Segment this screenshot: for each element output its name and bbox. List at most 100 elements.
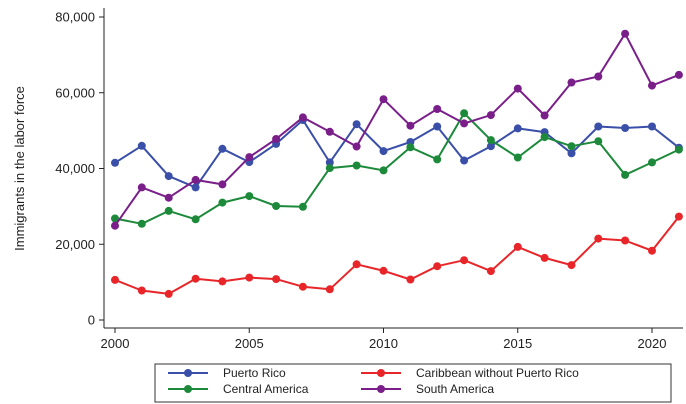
data-point [433, 262, 442, 271]
data-point [191, 183, 200, 192]
data-point [325, 285, 334, 294]
data-point [513, 153, 522, 162]
data-point [621, 170, 630, 179]
data-point [191, 274, 200, 283]
data-point [379, 266, 388, 275]
series-central-america [111, 109, 683, 228]
data-point [460, 109, 469, 118]
legend: Puerto Rico Caribbean without Puerto Rico… [154, 363, 672, 403]
data-point [218, 144, 227, 153]
data-point [245, 153, 254, 162]
legend-swatch-marker [184, 369, 192, 377]
data-point [272, 202, 281, 210]
axes: 0 20,000 40,000 60,000 80,000 2000 2005 2010 201… [12, 8, 683, 351]
data-point [594, 72, 603, 81]
data-point [245, 273, 254, 282]
data-point [513, 84, 522, 93]
legend-label: Caribbean without Puerto Rico [416, 366, 579, 380]
data-point [674, 212, 683, 221]
series-line [114, 32, 680, 227]
legend-item: Puerto Rico [168, 366, 286, 380]
data-point [460, 119, 469, 128]
data-point [164, 193, 173, 202]
data-point [486, 142, 495, 151]
data-point [486, 136, 495, 145]
data-point [648, 122, 656, 131]
data-point [245, 192, 254, 201]
data-point [594, 137, 603, 146]
data-point [513, 124, 522, 133]
series-puerto-rico [111, 116, 683, 192]
data-point [621, 236, 630, 245]
y-tick-label: 40,000 [55, 161, 95, 176]
data-point [137, 286, 146, 295]
x-tick-label: 2010 [369, 336, 398, 351]
legend-box [154, 363, 672, 403]
data-point [352, 120, 361, 129]
data-point [513, 242, 522, 251]
data-point [540, 253, 549, 262]
data-point [218, 277, 227, 286]
y-tick-label: 60,000 [55, 85, 95, 100]
data-point [379, 166, 388, 175]
legend-item: Caribbean without Puerto Rico [361, 366, 579, 380]
legend-label: Central America [223, 382, 309, 396]
series-line [114, 112, 680, 225]
data-point [567, 261, 576, 270]
data-point [325, 127, 334, 136]
data-point [674, 70, 683, 79]
data-point [486, 111, 495, 120]
data-point [352, 142, 361, 151]
data-point [594, 234, 603, 243]
data-point [406, 121, 415, 130]
data-point [460, 156, 469, 165]
legend-swatch-marker [184, 385, 192, 393]
series-line [114, 215, 680, 295]
data-point [621, 124, 630, 132]
x-tick-label: 2015 [503, 336, 532, 351]
data-point [111, 221, 119, 230]
data-point [460, 256, 469, 265]
data-point [352, 161, 361, 170]
data-point [648, 81, 656, 90]
data-point [111, 214, 119, 223]
data-point [379, 95, 388, 104]
data-point [406, 143, 415, 152]
data-point [137, 183, 146, 192]
data-point [298, 113, 307, 122]
data-point [486, 267, 495, 276]
data-point [433, 155, 442, 164]
data-point [111, 275, 119, 284]
series-caribbean-without-puerto-rico [111, 212, 683, 298]
data-point [137, 141, 146, 150]
data-point [164, 206, 173, 215]
data-point [164, 289, 173, 298]
data-point [137, 219, 146, 228]
series-layer [111, 29, 683, 298]
data-point [325, 158, 334, 167]
y-axis-title: Immigrants in the labor force [12, 86, 27, 251]
legend-label: South America [416, 382, 494, 396]
data-point [272, 135, 281, 143]
data-point [674, 145, 683, 154]
data-point [379, 147, 388, 156]
data-point [191, 175, 200, 184]
data-point [218, 198, 227, 207]
data-point [352, 260, 361, 269]
data-point [218, 180, 227, 189]
data-point [325, 164, 334, 173]
data-point [648, 158, 656, 167]
data-point [621, 29, 630, 38]
legend-swatch-marker [377, 385, 385, 393]
data-point [567, 149, 576, 158]
data-point [298, 202, 307, 211]
data-point [298, 282, 307, 291]
legend-item: South America [361, 382, 494, 396]
legend-swatch-marker [377, 369, 385, 377]
data-point [594, 122, 603, 131]
data-point [648, 246, 656, 255]
data-point [111, 158, 119, 167]
data-point [540, 133, 549, 142]
